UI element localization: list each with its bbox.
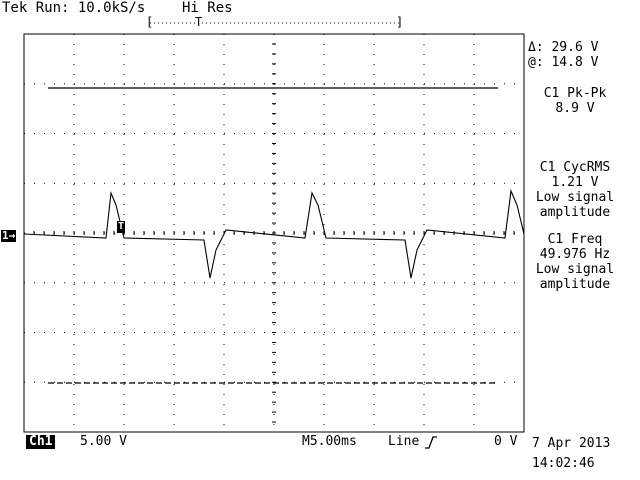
pkpk-value: 8.9 V bbox=[555, 101, 595, 116]
freq-label: C1 Freq bbox=[547, 232, 603, 247]
channel1-label[interactable]: Ch1 bbox=[26, 435, 56, 449]
freq-note-line2: amplitude bbox=[539, 277, 611, 292]
time-readout: 14:02:46 bbox=[532, 456, 595, 471]
cursor-delta-readout: Δ: 29.6 V bbox=[528, 40, 599, 55]
freq-note-line1: Low signal bbox=[535, 262, 615, 277]
record-view-bar bbox=[150, 22, 400, 24]
trigger-level: 0 V bbox=[494, 434, 518, 449]
graticule-grid bbox=[23, 33, 525, 433]
cycrms-value: 1.21 V bbox=[551, 175, 599, 190]
cycrms-label: C1 CycRMS bbox=[539, 160, 611, 175]
record-bracket-left: [ bbox=[146, 15, 154, 29]
acquisition-status: Tek Run: 10.0kS/s bbox=[2, 0, 146, 16]
trigger-position-marker[interactable]: T bbox=[195, 15, 203, 29]
freq-value: 49.976 Hz bbox=[539, 247, 611, 262]
volts-per-div: 5.00 V bbox=[80, 434, 127, 449]
acquisition-mode: Hi Res bbox=[182, 0, 233, 16]
trigger-level-marker[interactable]: T bbox=[117, 221, 126, 233]
cursor-at-readout: @: 14.8 V bbox=[528, 55, 599, 70]
record-bracket-right: ] bbox=[396, 15, 404, 29]
cycrms-note-line1: Low signal bbox=[535, 190, 615, 205]
rising-edge-icon bbox=[425, 436, 437, 449]
date-readout: 7 Apr 2013 bbox=[532, 436, 611, 451]
channel1-trace bbox=[23, 188, 525, 279]
pkpk-label: C1 Pk-Pk bbox=[543, 86, 607, 101]
trigger-source: Line bbox=[388, 434, 420, 449]
timebase-readout: M5.00ms bbox=[302, 434, 357, 449]
channel1-ground-marker[interactable]: 1→ bbox=[1, 229, 17, 242]
cycrms-note-line2: amplitude bbox=[539, 205, 611, 220]
